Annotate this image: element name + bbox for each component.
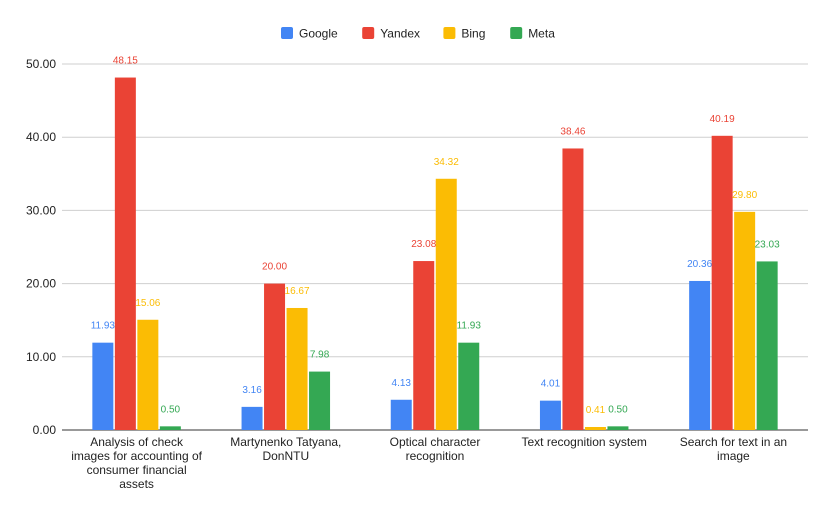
y-tick-label: 0.00 <box>33 423 57 437</box>
x-tick-label: assets <box>119 477 154 491</box>
data-label: 34.32 <box>434 157 459 168</box>
data-label: 7.98 <box>310 350 330 361</box>
bar-google <box>92 342 114 430</box>
data-label: 20.00 <box>262 262 287 273</box>
y-tick-label: 10.00 <box>26 350 56 364</box>
data-label: 29.80 <box>732 190 757 201</box>
bar-yandex <box>711 135 733 430</box>
data-label: 20.36 <box>687 259 712 270</box>
y-tick-label: 40.00 <box>26 130 56 144</box>
bar-meta <box>159 426 181 430</box>
bar-bing <box>584 426 606 430</box>
x-tick-label: Optical character <box>390 435 481 449</box>
bar-meta <box>309 371 331 430</box>
bar-bing <box>734 211 756 430</box>
x-tick-label: Martynenko Tatyana, <box>230 435 341 449</box>
bar-meta <box>756 261 778 430</box>
data-label: 4.13 <box>392 378 412 389</box>
x-tick-label: image <box>717 449 750 463</box>
data-label: 11.93 <box>457 321 482 332</box>
x-tick-label: Text recognition system <box>522 435 647 449</box>
data-label: 15.06 <box>135 298 160 309</box>
bar-bing <box>435 178 457 430</box>
data-label: 4.01 <box>541 379 561 390</box>
bar-yandex <box>413 261 435 430</box>
bar-google <box>539 400 561 430</box>
bar-bing <box>137 319 159 430</box>
x-tick-label: consumer financial <box>87 463 187 477</box>
legend-label-meta: Meta <box>528 27 555 41</box>
bar-yandex <box>114 77 136 431</box>
x-tick-label: Analysis of check <box>90 435 184 449</box>
x-tick-label: DonNTU <box>262 449 309 463</box>
data-label: 0.50 <box>161 404 181 415</box>
data-label: 40.19 <box>710 114 735 125</box>
legend-label-google: Google <box>299 27 338 41</box>
bar-yandex <box>264 283 286 430</box>
data-label: 3.16 <box>242 385 262 396</box>
legend-swatch-yandex <box>362 27 375 39</box>
y-tick-label: 20.00 <box>26 277 56 291</box>
data-label: 11.93 <box>91 321 116 332</box>
legend-swatch-meta <box>510 27 523 39</box>
bar-google <box>241 406 263 430</box>
data-label: 48.15 <box>113 56 138 67</box>
data-label: 23.08 <box>411 239 436 250</box>
bar-meta <box>607 426 629 430</box>
bar-google <box>390 399 412 430</box>
data-label: 0.50 <box>608 404 628 415</box>
bar-bing <box>286 307 308 430</box>
data-label: 16.67 <box>285 286 310 297</box>
data-label: 23.03 <box>755 239 780 250</box>
data-label: 0.41 <box>586 405 606 416</box>
data-label: 38.46 <box>560 126 585 137</box>
legend-swatch-bing <box>443 27 456 39</box>
legend-label-bing: Bing <box>461 27 485 41</box>
legend-label-yandex: Yandex <box>380 27 420 41</box>
x-tick-label: Search for text in an <box>680 435 787 449</box>
bar-meta <box>458 342 480 430</box>
bar-yandex <box>562 148 584 431</box>
y-tick-label: 50.00 <box>26 57 56 71</box>
bar-google <box>689 280 711 430</box>
y-tick-label: 30.00 <box>26 203 56 217</box>
legend-swatch-google <box>281 27 293 39</box>
x-tick-label: recognition <box>406 449 465 463</box>
x-tick-label: images for accounting of <box>71 449 202 463</box>
